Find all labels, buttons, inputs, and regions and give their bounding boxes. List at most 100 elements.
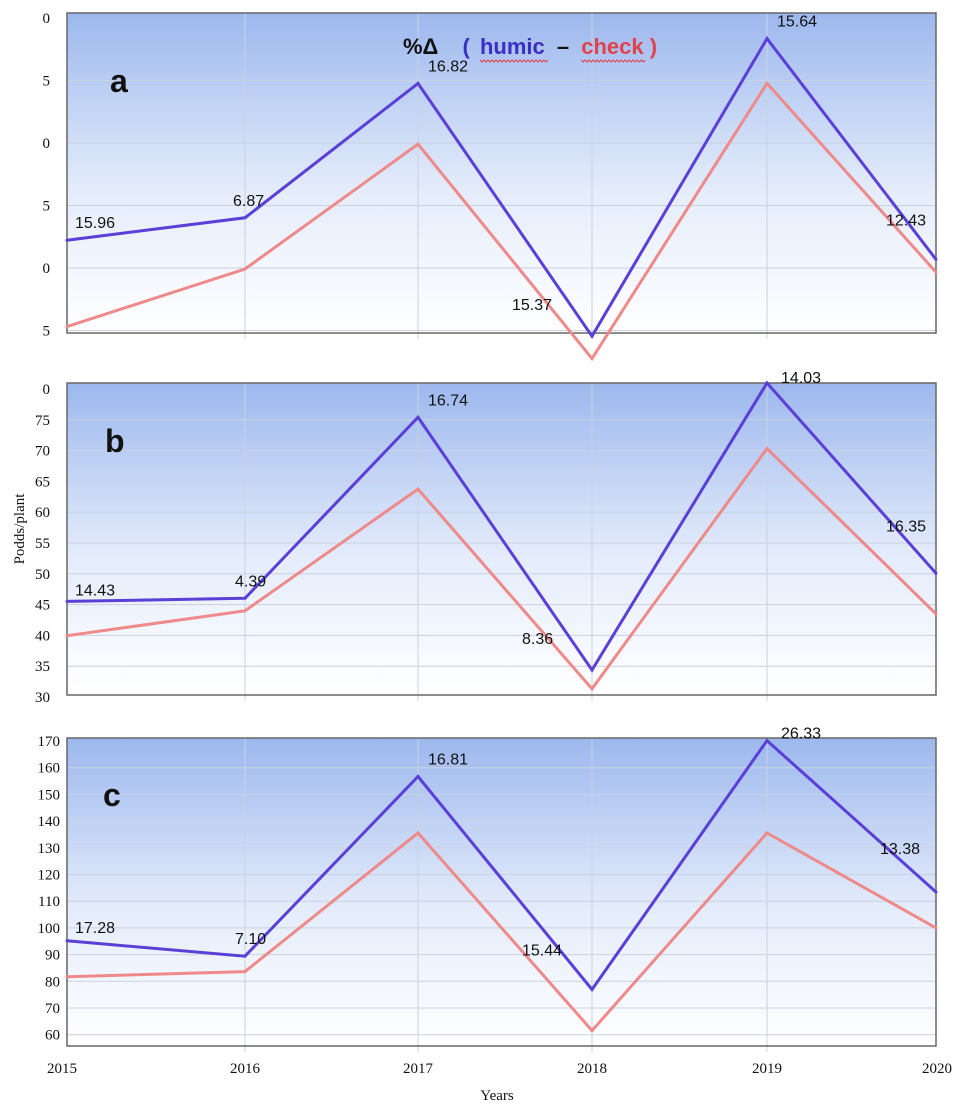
series-line-check — [66, 830, 937, 1033]
y-tick-label: 90 — [45, 948, 60, 964]
panel-c: 170 160 150 140 130 120 110 100 90 80 70 60 17.28 7.1… — [38, 726, 938, 1052]
svg-text:%Δ ( humic –: %Δ ( humic – check ) — [403, 34, 657, 59]
y-tick-label: 0 — [43, 382, 51, 398]
data-point-check — [590, 687, 594, 691]
x-tick-label: 2020 — [922, 1061, 952, 1077]
data-point-humic — [243, 596, 247, 600]
series-line-humic — [66, 380, 938, 673]
y-tick-label: 120 — [38, 868, 61, 884]
data-label: 7.10 — [235, 931, 266, 948]
data-point-check — [416, 142, 420, 146]
data-label: 26.33 — [781, 726, 821, 743]
data-label: 16.81 — [428, 752, 468, 769]
legend-open-paren: ( — [463, 34, 471, 59]
data-point-humic — [934, 890, 938, 894]
y-tick-label: 0 — [43, 261, 51, 277]
data-point-check — [765, 81, 769, 85]
y-tick-label: 70 — [45, 1001, 60, 1017]
y-axis-title: Podds/plant — [12, 493, 28, 565]
data-label: 17.28 — [75, 920, 115, 937]
legend-underline — [479, 59, 549, 63]
data-point-check — [934, 612, 938, 616]
data-point-check — [243, 970, 247, 974]
y-tick-label: 170 — [38, 734, 61, 750]
data-label: 8.36 — [522, 631, 553, 648]
y-tick-label: 100 — [38, 921, 61, 937]
data-label: 6.87 — [233, 193, 264, 210]
data-point-check — [65, 634, 69, 638]
data-label: 16.74 — [428, 392, 468, 409]
y-tick-label: 5 — [43, 199, 51, 215]
legend-underline — [580, 59, 646, 63]
data-label: 15.64 — [777, 14, 817, 31]
data-point-humic — [65, 238, 69, 242]
data-point-humic — [590, 334, 594, 338]
y-tick-label: 75 — [35, 413, 50, 429]
data-point-check — [765, 447, 769, 451]
data-point-humic — [765, 381, 769, 385]
data-point-humic — [590, 988, 594, 992]
x-tick-label: 2017 — [403, 1061, 434, 1077]
x-tick-labels: 2015 2016 2017 2018 2019 2020 — [47, 1061, 952, 1077]
y-tick-label: 150 — [38, 787, 61, 803]
data-label: 15.44 — [522, 943, 562, 960]
y-tick-label: 110 — [38, 894, 60, 910]
data-point-check — [65, 325, 69, 329]
legend-prefix: %Δ — [403, 34, 438, 59]
data-label: 14.03 — [781, 370, 821, 387]
panel-b: 0 75 70 65 60 55 50 45 40 35 30 14.43 4.39 16.74 8.36 1… — [35, 370, 938, 706]
data-point-check — [243, 609, 247, 613]
y-tick-label: 35 — [35, 659, 50, 675]
legend: %Δ ( humic – check ) — [403, 34, 657, 63]
data-point-humic — [416, 81, 420, 85]
y-tick-label: 0 — [43, 136, 51, 152]
plot-frame — [66, 382, 937, 696]
legend-dash: – — [557, 34, 569, 59]
data-point-check — [416, 487, 420, 491]
data-point-humic — [765, 739, 769, 743]
plot-frame — [66, 12, 937, 334]
data-point-humic — [416, 415, 420, 419]
data-point-humic — [765, 37, 769, 41]
data-point-check — [934, 926, 938, 930]
data-point-humic — [416, 775, 420, 778]
y-tick-label: 80 — [45, 974, 60, 990]
data-point-check — [590, 357, 594, 361]
x-tick-label: 2018 — [577, 1061, 607, 1077]
data-point-check — [65, 975, 69, 979]
data-label: 16.35 — [886, 518, 926, 535]
y-tick-label: 130 — [38, 841, 61, 857]
y-tick-label: 55 — [35, 536, 50, 552]
data-point-humic — [934, 257, 938, 261]
data-point-check — [590, 1029, 594, 1033]
data-point-humic — [243, 954, 247, 958]
series-line-check — [66, 80, 938, 362]
legend-check-label: check — [581, 34, 644, 59]
panel-letter-b: b — [105, 423, 125, 459]
legend-close-paren: ) — [650, 34, 657, 59]
x-tick-label: 2019 — [752, 1061, 782, 1077]
y-tick-label: 40 — [35, 628, 50, 644]
x-tick-label: 2015 — [47, 1061, 77, 1077]
data-point-check — [243, 267, 247, 271]
x-axis-title: Years — [480, 1088, 514, 1104]
plot-background — [67, 738, 936, 1046]
data-point-humic — [934, 571, 938, 575]
panel-letter-c: c — [103, 777, 121, 813]
y-tick-label: 30 — [35, 690, 50, 706]
data-point-check — [416, 831, 420, 835]
data-label: 15.96 — [75, 215, 115, 232]
x-tick-label: 2016 — [230, 1061, 261, 1077]
data-label: 12.43 — [886, 212, 926, 229]
data-point-humic — [590, 668, 594, 672]
y-tick-label: 160 — [38, 761, 61, 777]
panel-a: 0 5 0 5 0 5 15.96 6.87 16.82 15.37 15.64 12.43 a — [43, 11, 938, 362]
y-tick-label: 140 — [38, 814, 61, 830]
data-label: 14.43 — [75, 582, 115, 599]
series-line-humic — [66, 35, 938, 339]
data-point-humic — [65, 939, 69, 943]
data-point-humic — [65, 599, 69, 603]
data-point-check — [765, 831, 769, 835]
y-tick-label: 0 — [43, 11, 51, 27]
